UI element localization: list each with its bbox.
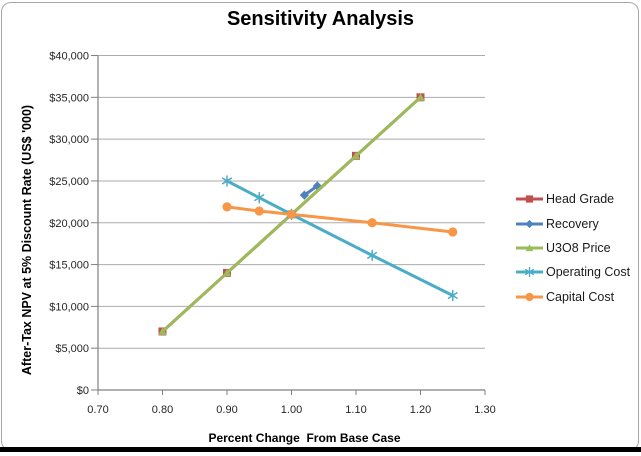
series-operating-cost	[222, 175, 458, 302]
legend-item-head-grade: Head Grade	[514, 187, 630, 211]
y-tick-label: $35,000	[49, 92, 89, 104]
y-tick-label: $25,000	[49, 176, 89, 188]
y-tick-label: $20,000	[49, 218, 89, 230]
x-tick-label: 1.00	[281, 404, 302, 416]
y-tick-label: $15,000	[49, 260, 89, 272]
legend-label: U3O8 Price	[546, 240, 611, 255]
series-capital-cost	[222, 202, 458, 237]
y-tick-label: $40,000	[49, 51, 89, 63]
y-tick-label: $10,000	[49, 301, 89, 313]
y-axis-title: After-Tax NPV at 5% Discount Rate (US$ '…	[20, 104, 34, 376]
square-marker-icon	[516, 195, 543, 203]
x-tick-label: 1.30	[474, 404, 495, 416]
y-tick-label: $0	[77, 385, 89, 397]
x-tick-label: 1.20	[410, 404, 431, 416]
circle-marker-icon	[516, 292, 543, 301]
chart-title: Sensitivity Analysis	[226, 8, 415, 30]
diamond-marker-icon	[516, 219, 543, 228]
y-tick-label: $5,000	[55, 343, 89, 355]
legend-item-u3o8-price: U3O8 Price	[514, 236, 630, 260]
legend-label: Recovery	[546, 216, 599, 231]
x-tick-label: 0.90	[216, 404, 237, 416]
legend-item-recovery: Recovery	[514, 211, 630, 235]
bottom-border-bar	[0, 447, 641, 452]
series-recovery	[299, 181, 322, 200]
x-tick-label: 1.10	[345, 404, 366, 416]
y-tick-label: $30,000	[49, 134, 89, 146]
legend-label: Head Grade	[546, 192, 615, 207]
legend-label: Capital Cost	[546, 289, 615, 304]
legend: Head Grade Recovery U3O8 Price Operating Co…	[514, 187, 630, 309]
axes: $0 $5,000 $10,000 $15,000 $20,000 $25,000 $30,…	[49, 51, 495, 417]
x-tick-label: 0.80	[152, 404, 173, 416]
x-tick-label: 0.70	[87, 404, 108, 416]
legend-item-capital-cost: Capital Cost	[514, 285, 630, 309]
triangle-marker-icon	[516, 244, 543, 252]
legend-label: Operating Cost	[546, 265, 631, 280]
x-axis-title: Percent Change From Base Case	[208, 431, 401, 445]
gridlines	[98, 55, 485, 349]
star-marker-icon	[516, 267, 543, 278]
legend-item-operating-cost: Operating Cost	[514, 260, 630, 284]
